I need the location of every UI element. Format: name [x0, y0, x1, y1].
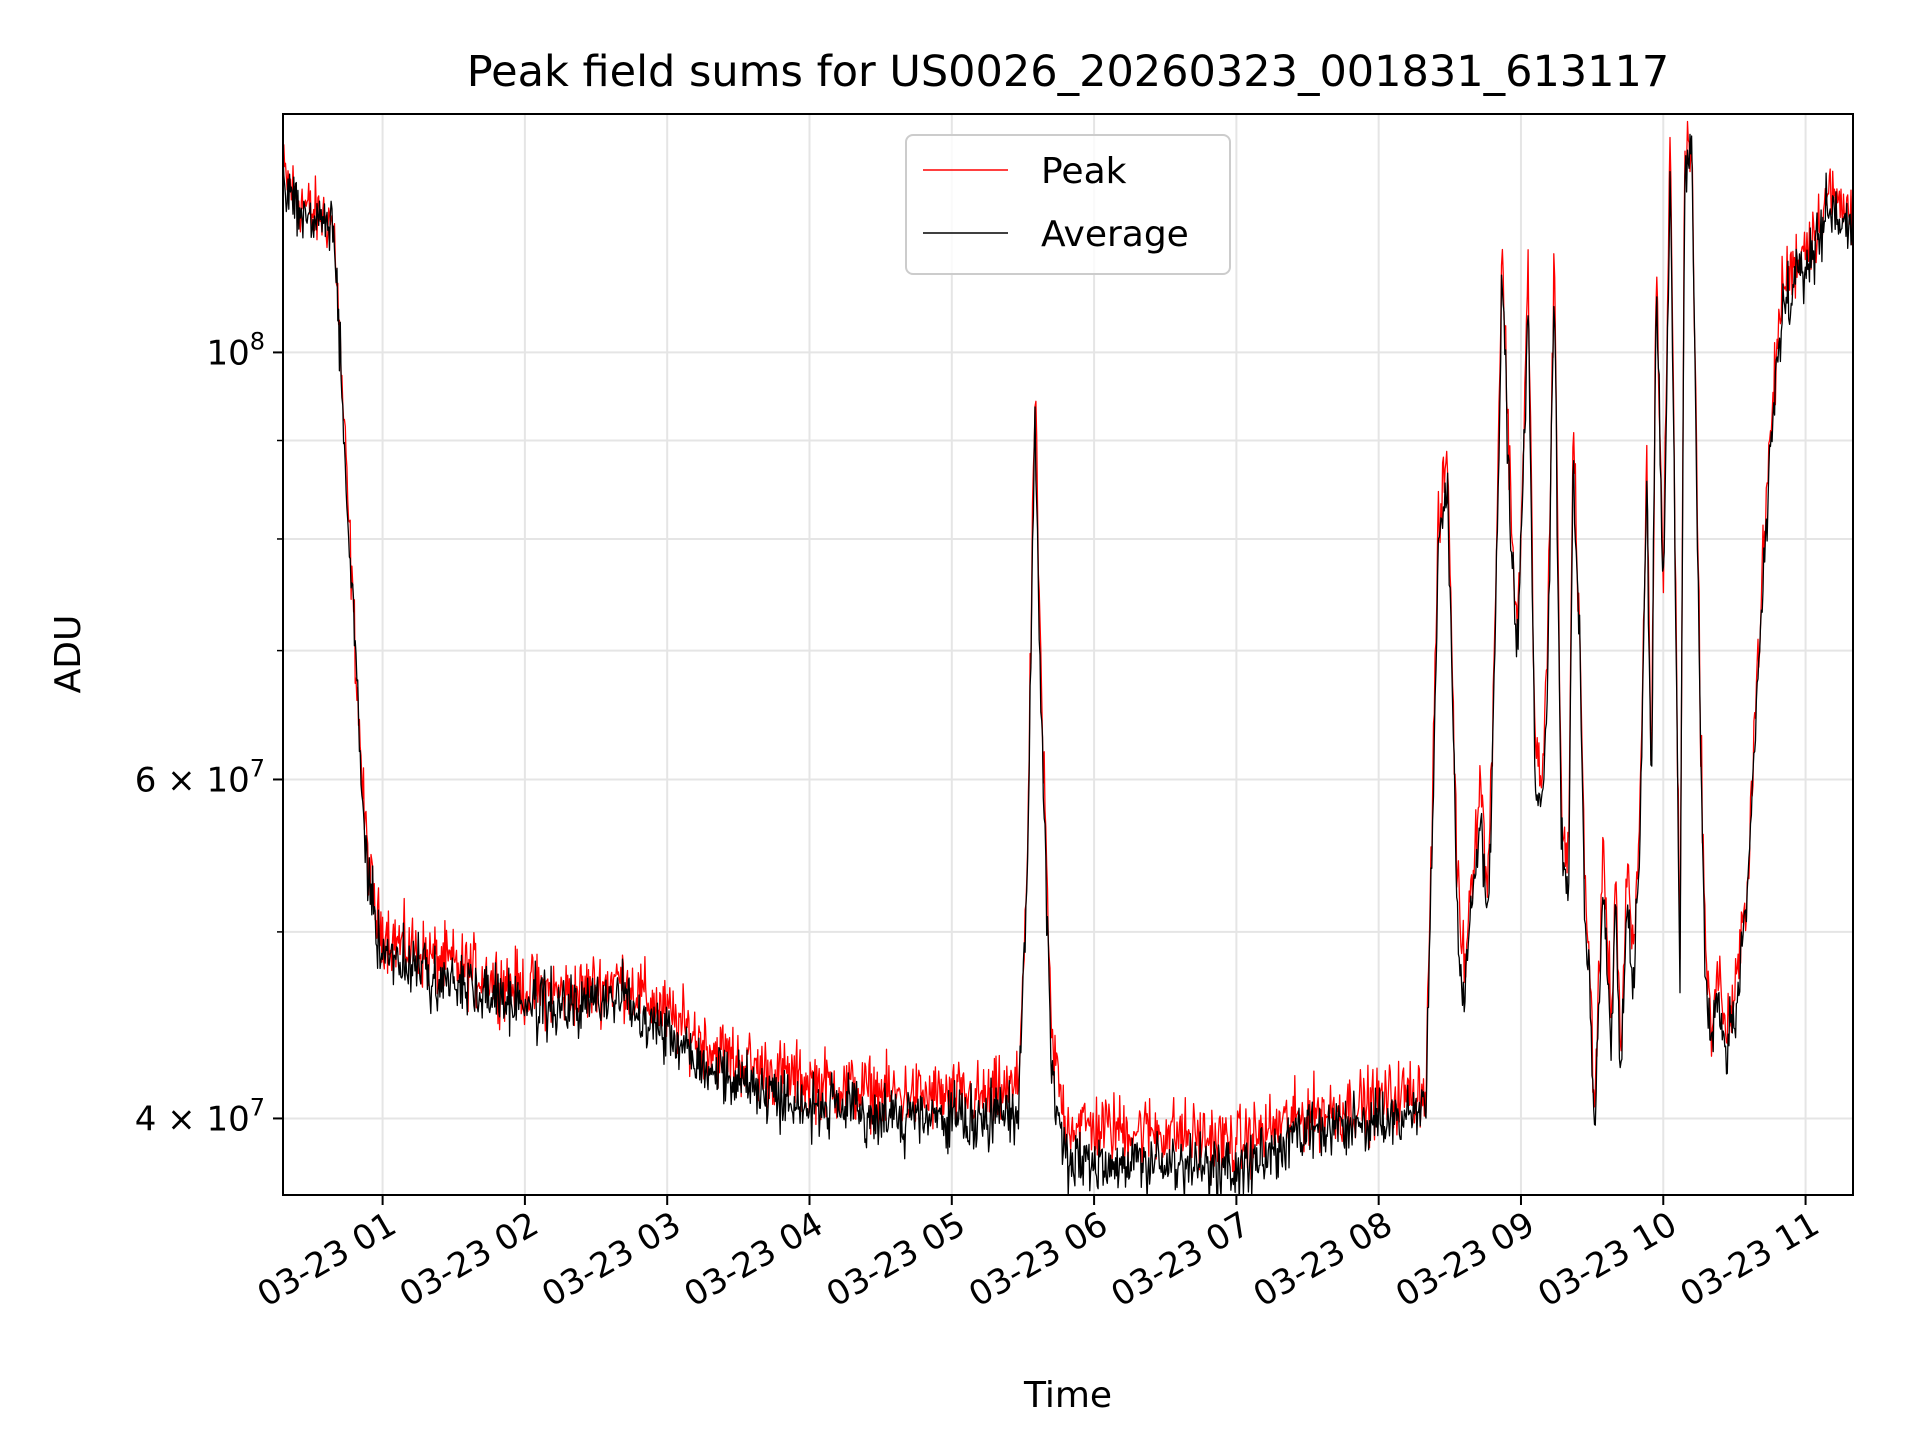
- y-axis: 4 × 107 6 × 107 108: [135, 327, 283, 1139]
- x-axis-label: Time: [1023, 1375, 1112, 1416]
- y-tick-label: 4 × 107: [135, 1093, 265, 1139]
- y-axis-label: ADU: [48, 615, 89, 694]
- plot-frame: [282, 113, 1854, 1196]
- series-layer: [283, 120, 1853, 1195]
- series-line-peak: [283, 120, 1853, 1184]
- plot-area: [282, 113, 1854, 1196]
- series-line-average: [283, 133, 1853, 1195]
- y-tick-label: 6 × 107: [135, 754, 265, 800]
- legend: Peak Average: [905, 134, 1231, 275]
- legend-label-peak: Peak: [1041, 151, 1127, 192]
- y-tick-label: 108: [206, 327, 265, 373]
- chart-title: Peak field sums for US0026_20260323_0018…: [467, 47, 1670, 97]
- legend-label-average: Average: [1041, 214, 1189, 255]
- grid-lines: [283, 114, 1853, 1195]
